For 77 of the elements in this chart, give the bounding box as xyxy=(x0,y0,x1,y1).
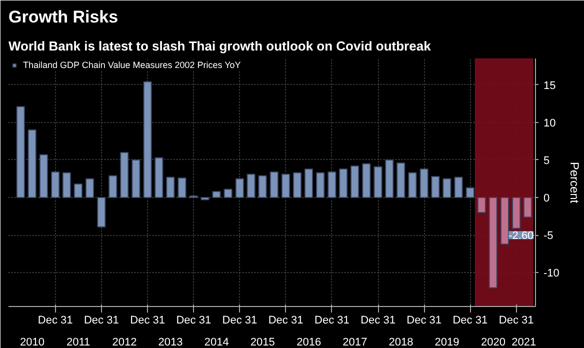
bar xyxy=(488,197,498,288)
bar xyxy=(523,197,532,218)
bar xyxy=(385,159,394,198)
x2-tick-label: 2012 xyxy=(112,336,137,348)
chart-title: Growth Risks xyxy=(8,8,118,26)
x2-tick-label: 2017 xyxy=(342,336,368,348)
x-tick-label: Dec 31 xyxy=(130,314,165,326)
bar xyxy=(420,168,428,198)
y-tick-label: -5 xyxy=(544,230,554,242)
x-tick-label: Dec 31 xyxy=(314,314,350,326)
chart-subtitle: World Bank is latest to slash Thai growth outlook on Covid outbreak xyxy=(8,38,432,54)
bar xyxy=(108,175,118,198)
bar xyxy=(304,168,314,198)
bar xyxy=(200,197,210,200)
bar xyxy=(120,152,129,198)
bar xyxy=(74,184,82,198)
x2-tick-label: 2016 xyxy=(296,336,322,348)
x-tick-label: Dec 31 xyxy=(498,314,534,326)
x2-tick-label: 2010 xyxy=(20,336,44,348)
bar xyxy=(28,129,36,198)
legend-label: Thailand GDP Chain Value Measures 2002 Prices YoY xyxy=(23,60,241,70)
bar xyxy=(212,191,221,198)
bar xyxy=(85,178,94,198)
bar xyxy=(270,171,278,198)
x2-tick-label: 2014 xyxy=(204,336,229,348)
y-tick-label: 15 xyxy=(544,80,556,92)
bar xyxy=(258,175,267,198)
y-axis-title: Percent xyxy=(567,162,582,204)
bar xyxy=(500,197,509,245)
x2-tick-label: 2018 xyxy=(388,336,414,348)
bar xyxy=(431,176,440,198)
bar xyxy=(316,172,325,198)
bar xyxy=(396,162,406,198)
bar xyxy=(62,172,71,198)
bar xyxy=(166,176,175,198)
y-tick-label: 0 xyxy=(544,192,550,205)
bar xyxy=(408,172,417,198)
y-tick-label: 10 xyxy=(544,117,556,130)
x2-tick-label: 2020 xyxy=(480,336,506,348)
x-tick-label: Dec 31 xyxy=(406,314,442,326)
bar xyxy=(339,168,348,198)
x2-tick-label: 2013 xyxy=(158,336,183,348)
x2-tick-label: 2015 xyxy=(250,336,275,348)
x-tick-label: Dec 31 xyxy=(176,314,212,326)
bar xyxy=(362,163,371,198)
y-tick-label: 5 xyxy=(544,154,550,167)
bar xyxy=(97,197,106,228)
bar xyxy=(235,178,244,198)
bar xyxy=(477,197,486,214)
bar xyxy=(350,165,360,198)
x-tick-label: Dec 31 xyxy=(268,314,304,326)
x-tick-label: Dec 31 xyxy=(222,314,258,326)
x-tick-label: Dec 31 xyxy=(452,314,488,326)
x2-tick-label: 2011 xyxy=(66,336,90,348)
bar xyxy=(224,188,232,198)
y-tick-label: -10 xyxy=(544,268,560,280)
bar xyxy=(143,81,152,198)
bar xyxy=(328,171,336,198)
x-tick-label: Dec 31 xyxy=(38,314,73,326)
bar xyxy=(178,177,186,198)
bar xyxy=(246,174,256,198)
bar xyxy=(454,176,463,198)
x-tick-label: Dec 31 xyxy=(84,314,119,326)
x2-tick-label: 2019 xyxy=(434,336,460,348)
bar xyxy=(281,174,290,198)
bar xyxy=(154,157,164,198)
x-tick-label: Dec 31 xyxy=(360,314,396,326)
bar xyxy=(39,154,48,198)
bar xyxy=(132,159,140,198)
bar xyxy=(512,197,521,229)
bar xyxy=(292,172,302,198)
bar xyxy=(51,171,60,198)
bar xyxy=(442,178,452,198)
bar xyxy=(16,106,25,198)
x2-tick-label: 2021 xyxy=(512,336,536,348)
bar xyxy=(466,187,474,198)
bar xyxy=(374,166,382,198)
